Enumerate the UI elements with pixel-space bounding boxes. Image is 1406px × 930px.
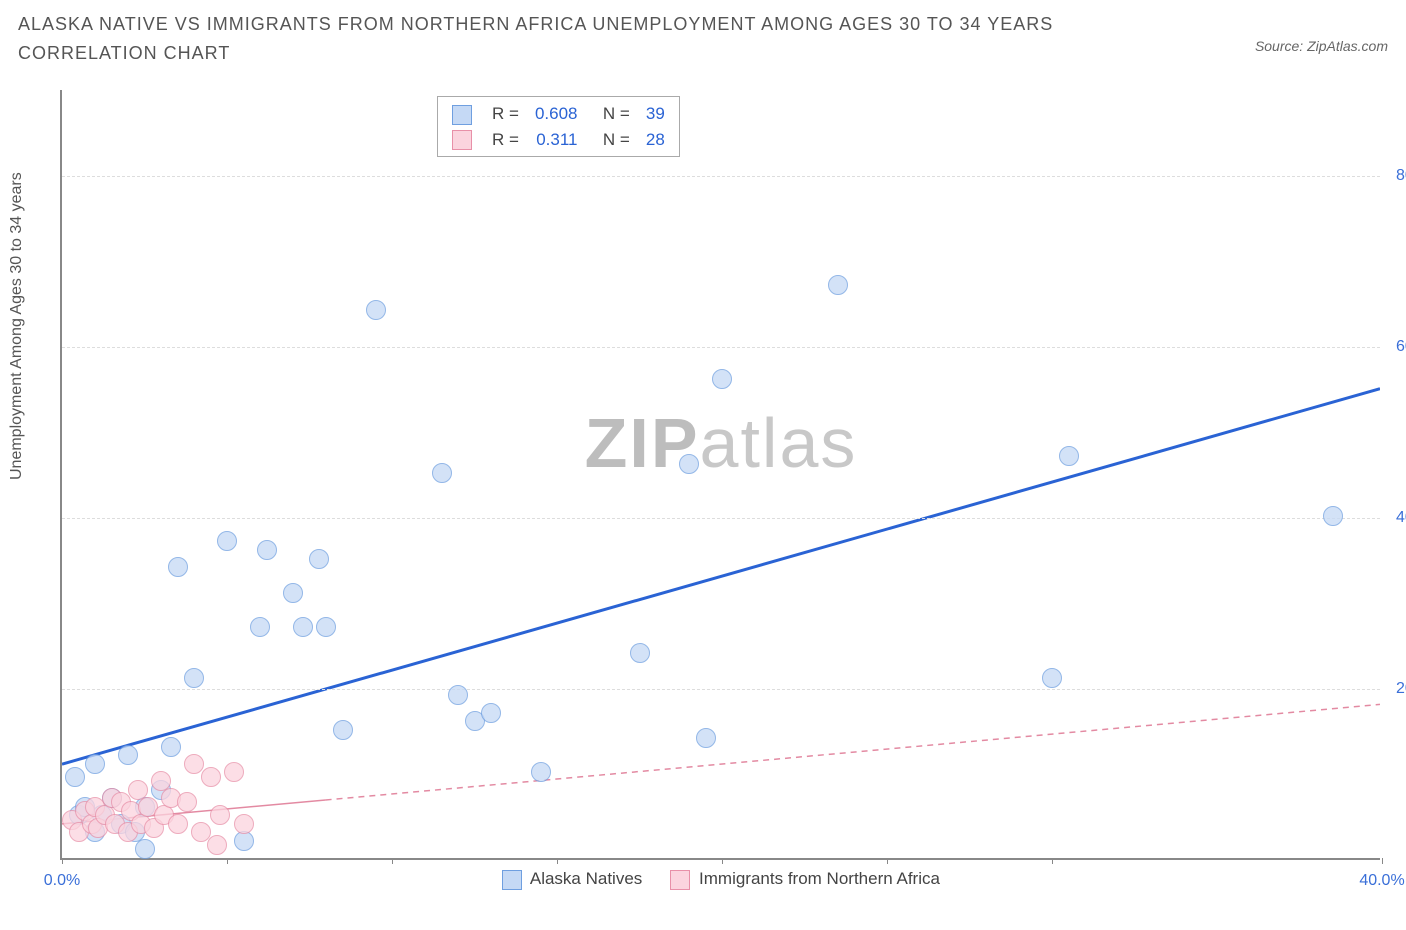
scatter-point-alaska	[250, 617, 270, 637]
scatter-point-alaska	[1042, 668, 1062, 688]
gridline-horizontal	[62, 689, 1380, 690]
scatter-point-alaska	[448, 685, 468, 705]
scatter-point-northern_africa	[168, 814, 188, 834]
scatter-point-alaska	[234, 831, 254, 851]
scatter-point-alaska	[712, 369, 732, 389]
legend-item: Immigrants from Northern Africa	[670, 869, 940, 890]
x-tick-mark	[1382, 858, 1383, 864]
x-tick-mark	[887, 858, 888, 864]
scatter-point-alaska	[679, 454, 699, 474]
scatter-point-alaska	[65, 767, 85, 787]
scatter-point-alaska	[309, 549, 329, 569]
gridline-horizontal	[62, 176, 1380, 177]
chart-title: ALASKA NATIVE VS IMMIGRANTS FROM NORTHER…	[18, 10, 1118, 68]
header-row: ALASKA NATIVE VS IMMIGRANTS FROM NORTHER…	[18, 10, 1388, 68]
scatter-point-northern_africa	[207, 835, 227, 855]
scatter-point-alaska	[432, 463, 452, 483]
stats-r-value-northern_africa: 0.311	[527, 127, 586, 153]
scatter-point-alaska	[118, 745, 138, 765]
x-tick-mark	[557, 858, 558, 864]
y-tick-label: 60.0%	[1384, 338, 1406, 356]
scatter-point-alaska	[161, 737, 181, 757]
scatter-point-alaska	[168, 557, 188, 577]
scatter-point-northern_africa	[177, 792, 197, 812]
watermark-light: atlas	[700, 404, 858, 482]
gridline-horizontal	[62, 347, 1380, 348]
x-tick-mark	[722, 858, 723, 864]
series-legend: Alaska Natives Immigrants from Northern …	[62, 869, 1380, 890]
scatter-point-alaska	[217, 531, 237, 551]
scatter-point-northern_africa	[210, 805, 230, 825]
scatter-point-alaska	[293, 617, 313, 637]
x-tick-mark	[392, 858, 393, 864]
scatter-point-northern_africa	[234, 814, 254, 834]
legend-swatch	[502, 870, 522, 890]
correlation-stats-box: R =0.608 N =39 R =0.311 N =28	[437, 96, 680, 157]
stats-n-value-northern_africa: 28	[638, 127, 673, 153]
stats-r-label: R =	[484, 101, 527, 127]
scatter-point-alaska	[135, 839, 155, 859]
trend-lines-svg	[62, 90, 1380, 858]
legend-swatch	[670, 870, 690, 890]
stats-swatch-northern_africa	[452, 130, 472, 150]
scatter-point-alaska	[85, 754, 105, 774]
legend-label: Alaska Natives	[530, 869, 642, 888]
x-tick-mark	[62, 858, 63, 864]
y-tick-label: 40.0%	[1384, 509, 1406, 527]
stats-n-label: N =	[585, 127, 637, 153]
scatter-point-alaska	[257, 540, 277, 560]
scatter-point-alaska	[828, 275, 848, 295]
stats-n-value-alaska: 39	[638, 101, 673, 127]
stats-r-label: R =	[484, 127, 527, 153]
scatter-point-alaska	[316, 617, 336, 637]
scatter-point-alaska	[696, 728, 716, 748]
scatter-point-alaska	[1323, 506, 1343, 526]
stats-r-value-alaska: 0.608	[527, 101, 586, 127]
scatter-point-alaska	[366, 300, 386, 320]
trendline-alaska	[62, 389, 1380, 764]
scatter-point-alaska	[630, 643, 650, 663]
x-tick-mark	[227, 858, 228, 864]
scatter-point-alaska	[1059, 446, 1079, 466]
scatter-point-northern_africa	[201, 767, 221, 787]
gridline-horizontal	[62, 518, 1380, 519]
scatter-point-alaska	[184, 668, 204, 688]
legend-label: Immigrants from Northern Africa	[699, 869, 940, 888]
legend-item: Alaska Natives	[502, 869, 642, 890]
y-tick-label: 80.0%	[1384, 167, 1406, 185]
scatter-point-alaska	[531, 762, 551, 782]
chart-container: ALASKA NATIVE VS IMMIGRANTS FROM NORTHER…	[0, 0, 1406, 930]
scatter-point-alaska	[283, 583, 303, 603]
stats-swatch-alaska	[452, 105, 472, 125]
plot-area: ZIPatlas R =0.608 N =39R =0.311 N =28 Al…	[60, 90, 1380, 860]
stats-n-label: N =	[585, 101, 637, 127]
x-tick-label: 0.0%	[44, 872, 80, 890]
x-tick-label: 40.0%	[1359, 872, 1404, 890]
x-tick-mark	[1052, 858, 1053, 864]
watermark: ZIPatlas	[585, 403, 858, 483]
scatter-point-northern_africa	[224, 762, 244, 782]
scatter-point-alaska	[481, 703, 501, 723]
source-attribution: Source: ZipAtlas.com	[1255, 38, 1388, 54]
y-axis-label: Unemployment Among Ages 30 to 34 years	[8, 172, 26, 480]
y-tick-label: 20.0%	[1384, 680, 1406, 698]
scatter-point-alaska	[333, 720, 353, 740]
